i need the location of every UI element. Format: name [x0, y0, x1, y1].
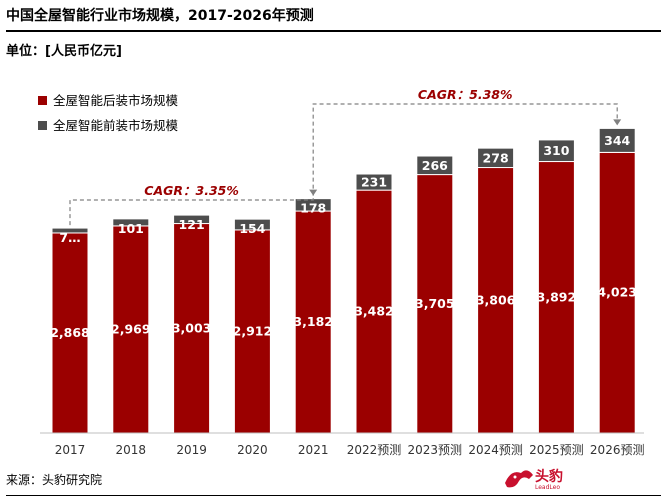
legend-label-before-install: 全屋智能前装市场规模 [53, 118, 179, 133]
bar-before-install-2 [173, 214, 211, 225]
data-label-before-install-1: 101 [118, 221, 144, 236]
x-tick-label-1: 2018 [116, 443, 147, 457]
x-tick-label-2: 2019 [176, 443, 207, 457]
x-tick-label-9: 2026预测 [590, 443, 645, 457]
unit-label: 单位：[人民币亿元] [6, 44, 122, 59]
leadleo-logo-icon [505, 470, 533, 488]
bar-after-install-4 [294, 210, 332, 434]
bar-after-install-6 [416, 174, 454, 434]
bar-before-install-9 [598, 127, 636, 153]
data-label-before-install-0: 7… [59, 230, 80, 245]
x-tick-label-3: 2020 [237, 443, 268, 457]
data-label-before-install-3: 154 [239, 221, 265, 236]
bar-before-install-7 [477, 147, 515, 169]
x-tick-label-5: 2022预测 [347, 443, 402, 457]
data-label-before-install-4: 178 [300, 201, 326, 216]
data-label-before-install-6: 266 [422, 158, 448, 173]
bar-after-install-2 [173, 223, 211, 434]
data-label-after-install-6: 3,705 [415, 296, 455, 311]
x-tick-label-6: 2023预测 [408, 443, 463, 457]
title-divider [6, 30, 661, 32]
data-label-after-install-3: 2,912 [233, 323, 273, 338]
data-label-before-install-5: 231 [361, 175, 387, 190]
x-tick-label-4: 2021 [298, 443, 329, 457]
legend-swatch-before-install [38, 121, 47, 130]
data-label-before-install-9: 344 [604, 133, 630, 148]
data-label-after-install-5: 3,482 [354, 304, 394, 319]
data-label-after-install-8: 3,892 [537, 289, 577, 304]
legend-swatch-after-install [38, 96, 47, 105]
data-label-after-install-4: 3,182 [293, 314, 333, 329]
bar-before-install-3 [233, 218, 271, 231]
bar-after-install-3 [233, 229, 271, 434]
cagr-label-1: CAGR：5.38% [418, 87, 513, 102]
bar-after-install-0 [51, 232, 89, 434]
bar-before-install-0 [51, 227, 89, 234]
bar-after-install-8 [537, 161, 575, 434]
x-tick-label-0: 2017 [55, 443, 86, 457]
data-label-after-install-0: 2,868 [50, 325, 90, 340]
x-tick-label-7: 2024预测 [468, 443, 523, 457]
cagr-bracket-1 [312, 103, 618, 196]
footer-divider [6, 495, 661, 496]
cagr-label-0: CAGR：3.35% [144, 183, 239, 198]
bar-before-install-8 [537, 139, 575, 163]
data-label-after-install-2: 3,003 [172, 320, 212, 335]
bar-before-install-1 [112, 218, 150, 227]
legend-label-after-install: 全屋智能后装市场规模 [53, 93, 179, 108]
data-label-before-install-7: 278 [483, 150, 509, 165]
logo-wordmark: 头豹 [535, 469, 563, 485]
bar-after-install-7 [477, 167, 515, 434]
cagr-arrow-1 [613, 119, 622, 126]
data-label-after-install-1: 2,969 [111, 321, 151, 336]
bar-before-install-5 [355, 173, 393, 191]
page-title: 中国全屋智能行业市场规模，2017-2026年预测 [6, 8, 314, 24]
data-label-before-install-2: 121 [179, 217, 205, 232]
bar-before-install-6 [416, 155, 454, 176]
logo-subtext: LeadLeo [535, 484, 561, 491]
source-note: 来源：头豹研究院 [6, 473, 103, 487]
chart-legend: 全屋智能后装市场规模 全屋智能前装市场规模 [38, 93, 179, 133]
x-tick-label-8: 2025预测 [529, 443, 584, 457]
data-label-after-install-7: 3,806 [476, 292, 516, 307]
data-label-after-install-9: 4,023 [597, 285, 637, 300]
data-label-before-install-8: 310 [543, 143, 569, 158]
